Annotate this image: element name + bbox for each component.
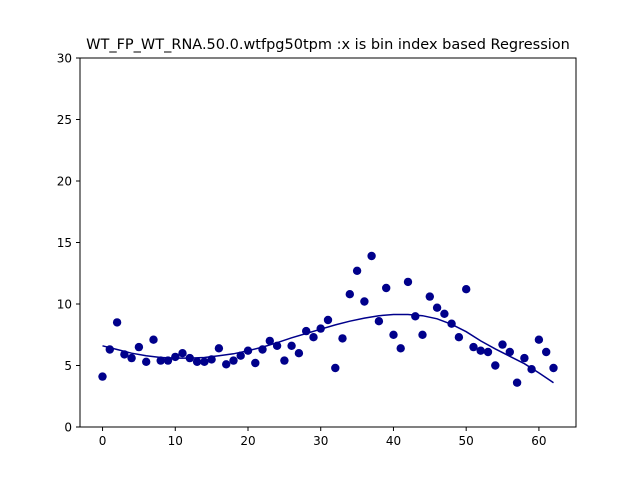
data-point — [498, 340, 507, 349]
data-point — [469, 342, 478, 352]
data-point — [440, 309, 449, 318]
data-point — [251, 358, 260, 368]
y-tick-label: 30 — [57, 52, 72, 66]
data-point — [462, 285, 471, 294]
data-point — [403, 277, 413, 287]
y-axis: 0 5 10 15 20 25 30 — [57, 52, 80, 435]
data-point — [105, 345, 115, 354]
data-point — [156, 356, 165, 365]
data-point — [294, 349, 304, 358]
data-point — [432, 303, 442, 312]
data-point — [98, 372, 107, 381]
data-point — [534, 335, 544, 344]
data-point — [149, 335, 158, 344]
data-point — [229, 356, 238, 365]
y-tick-label: 25 — [57, 113, 72, 127]
data-point — [491, 361, 500, 370]
data-point — [309, 333, 318, 342]
data-point — [185, 353, 194, 363]
chart-title: WT_FP_WT_RNA.50.0.wtfpg50tpm :x is bin i… — [86, 37, 570, 53]
data-point — [222, 360, 231, 369]
data-point — [360, 297, 369, 306]
x-tick-label: 20 — [240, 434, 255, 448]
y-tick-label: 0 — [64, 421, 72, 435]
data-point — [542, 347, 551, 357]
data-point — [287, 341, 296, 350]
data-point — [272, 341, 282, 350]
data-point — [527, 365, 536, 374]
data-point — [323, 315, 333, 325]
data-point — [112, 318, 122, 327]
data-point — [374, 317, 384, 326]
axes-frame — [79, 57, 577, 428]
data-point — [447, 319, 456, 328]
data-point — [418, 330, 427, 339]
x-tick-label: 60 — [531, 434, 546, 448]
data-point — [411, 312, 420, 321]
data-point — [280, 356, 289, 365]
data-point — [127, 353, 136, 363]
data-point — [207, 355, 216, 364]
data-point — [178, 349, 187, 358]
data-point — [520, 353, 529, 363]
data-point — [163, 356, 173, 365]
data-point — [396, 344, 405, 353]
data-point — [134, 342, 144, 352]
plot-area — [98, 251, 558, 387]
data-point — [331, 363, 340, 373]
data-point — [192, 357, 202, 366]
data-point — [389, 330, 398, 339]
data-point — [316, 324, 325, 333]
y-tick-label: 10 — [57, 298, 72, 312]
x-tick-label: 40 — [386, 434, 401, 448]
data-point — [265, 336, 274, 346]
x-tick-label: 10 — [168, 434, 183, 448]
data-point — [214, 344, 224, 353]
data-point — [483, 347, 493, 357]
data-point — [425, 292, 434, 301]
x-tick-label: 0 — [99, 434, 107, 448]
x-axis: 0 10 20 30 40 50 60 — [99, 427, 547, 448]
data-point — [120, 350, 129, 359]
data-point — [454, 333, 464, 342]
y-tick-label: 5 — [64, 359, 72, 373]
data-point — [367, 251, 376, 261]
data-point — [476, 346, 485, 355]
data-point — [549, 363, 558, 373]
y-tick-label: 15 — [57, 236, 72, 250]
data-point — [171, 352, 180, 362]
data-point — [505, 347, 514, 357]
x-tick-label: 50 — [459, 434, 474, 448]
data-point — [338, 334, 347, 343]
data-point — [142, 357, 151, 366]
data-point — [345, 290, 354, 299]
y-tick-label: 20 — [57, 175, 72, 189]
data-point — [512, 378, 522, 387]
data-point — [236, 351, 245, 360]
data-point — [302, 326, 311, 336]
data-point — [243, 346, 253, 355]
data-point — [200, 357, 209, 366]
data-point — [382, 283, 391, 293]
x-tick-label: 30 — [313, 434, 328, 448]
data-point — [352, 266, 362, 275]
data-point — [258, 345, 267, 354]
